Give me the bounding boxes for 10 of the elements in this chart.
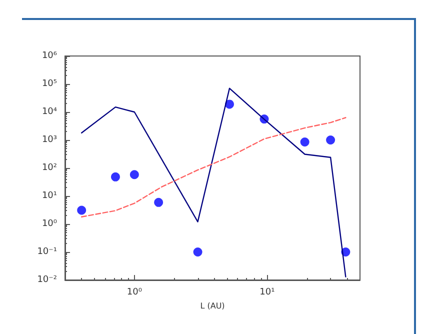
x-axis-title: L (AU): [200, 302, 225, 310]
y-tick-label: 10¹: [42, 191, 58, 201]
y-tick-label: 10⁰: [42, 219, 58, 229]
y-tick-label: 10⁻²: [37, 275, 58, 285]
y-tick-label: 10⁶: [42, 51, 58, 61]
y-tick-label: 10³: [42, 135, 58, 145]
y-tick-label: 10⁵: [42, 79, 58, 89]
y-tick-label: 10⁴: [42, 107, 58, 117]
y-tick-label: 10²: [42, 163, 58, 173]
y-tick-label: 10⁻¹: [37, 247, 58, 257]
